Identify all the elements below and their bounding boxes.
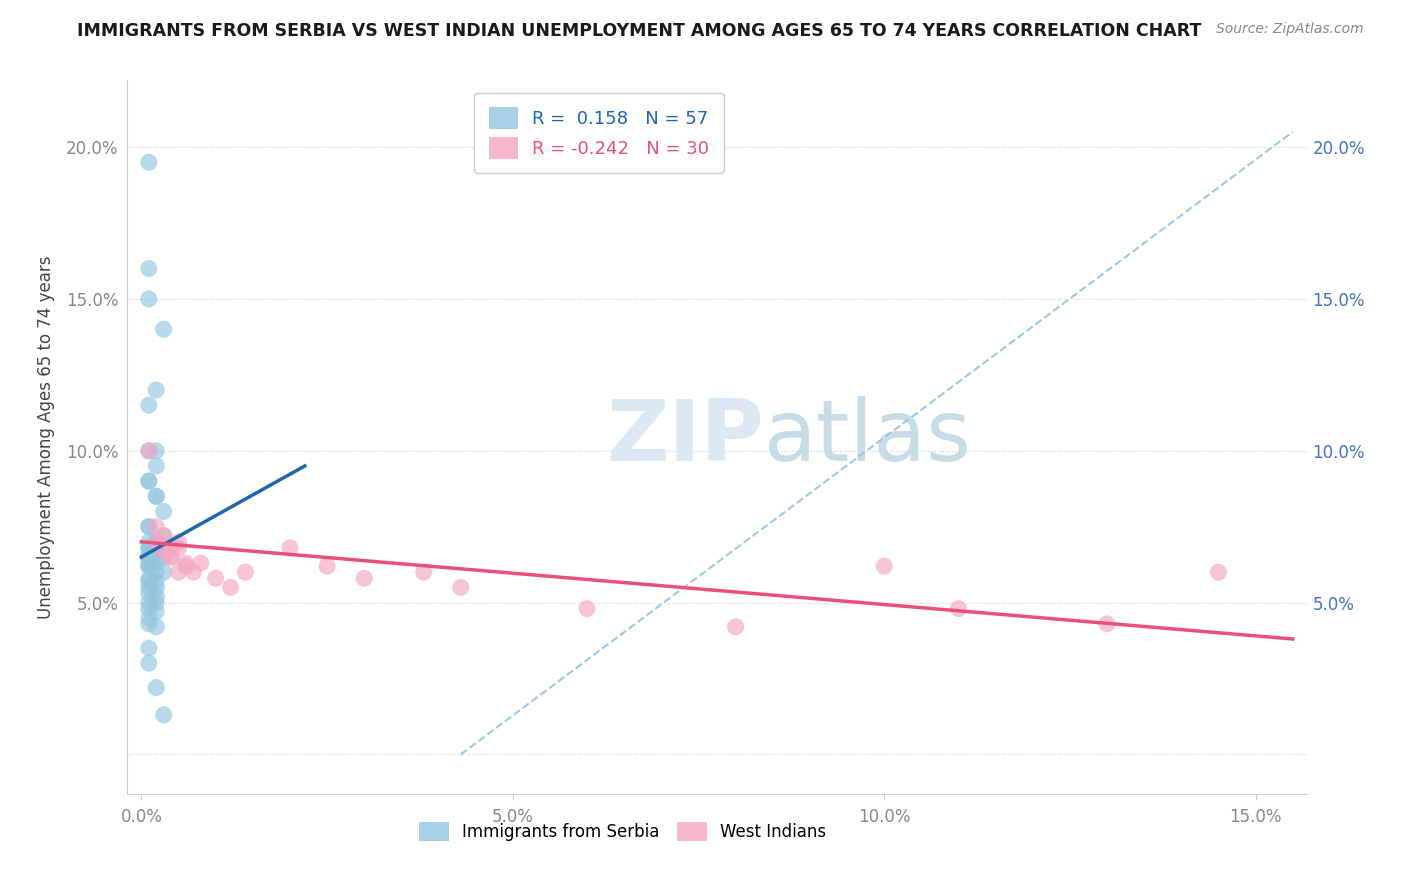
Point [152,707,174,722]
Point [152,549,174,564]
Point [160,541,183,555]
Point [145,596,167,610]
Point [145,534,167,549]
Point [412,565,434,579]
Point [160,549,183,564]
Point [167,534,190,549]
Point [873,559,896,574]
Text: IMMIGRANTS FROM SERBIA VS WEST INDIAN UNEMPLOYMENT AMONG AGES 65 TO 74 YEARS COR: IMMIGRANTS FROM SERBIA VS WEST INDIAN UN… [77,22,1202,40]
Point [152,544,174,558]
Point [145,620,167,634]
Point [316,559,339,574]
Point [138,443,160,458]
Point [145,549,167,564]
Point [138,541,160,555]
Point [576,601,599,615]
Point [174,559,197,574]
Legend: Immigrants from Serbia, West Indians: Immigrants from Serbia, West Indians [411,814,834,850]
Point [1208,565,1230,579]
Point [138,549,160,564]
Point [138,549,160,564]
Point [138,596,160,610]
Point [152,322,174,336]
Point [138,556,160,570]
Point [138,155,160,169]
Point [138,398,160,412]
Point [145,443,167,458]
Point [1095,616,1118,631]
Point [204,571,226,585]
Point [138,611,160,625]
Point [138,549,160,564]
Point [138,581,160,595]
Point [724,620,747,634]
Text: ZIP: ZIP [606,395,765,479]
Point [138,559,160,574]
Point [138,549,160,564]
Point [145,534,167,549]
Point [138,574,160,589]
Point [145,489,167,503]
Point [138,292,160,306]
Point [219,581,242,595]
Point [138,261,160,276]
Point [145,565,167,579]
Point [138,534,160,549]
Point [145,519,167,533]
Point [145,489,167,503]
Point [145,458,167,473]
Point [167,565,190,579]
Point [353,571,375,585]
Text: atlas: atlas [765,395,973,479]
Point [145,605,167,619]
Point [138,474,160,488]
Point [138,519,160,533]
Point [138,559,160,574]
Point [174,556,197,570]
Point [152,529,174,543]
Point [167,541,190,555]
Point [145,574,167,589]
Point [948,601,970,615]
Point [160,549,183,564]
Point [138,443,160,458]
Point [138,519,160,533]
Point [138,586,160,600]
Point [145,681,167,695]
Point [138,601,160,615]
Point [145,544,167,558]
Point [138,657,160,671]
Point [190,556,212,570]
Point [152,541,174,555]
Point [145,383,167,397]
Point [450,581,472,595]
Point [138,474,160,488]
Point [145,581,167,595]
Point [145,541,167,555]
Point [138,541,160,555]
Point [183,565,205,579]
Y-axis label: Unemployment Among Ages 65 to 74 years: Unemployment Among Ages 65 to 74 years [37,255,55,619]
Point [145,534,167,549]
Point [152,565,174,579]
Point [138,571,160,585]
Point [145,534,167,549]
Point [235,565,257,579]
Point [152,504,174,518]
Point [138,549,160,564]
Text: Source: ZipAtlas.com: Source: ZipAtlas.com [1216,22,1364,37]
Point [145,590,167,604]
Point [278,541,301,555]
Point [138,616,160,631]
Point [152,529,174,543]
Point [145,556,167,570]
Point [138,641,160,656]
Point [138,549,160,564]
